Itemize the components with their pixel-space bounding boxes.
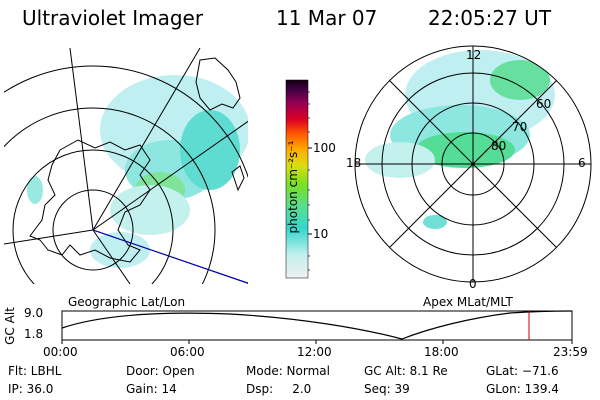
observation-date: 11 Mar 07 bbox=[276, 6, 378, 30]
colorbar-tick-100: 100 bbox=[313, 141, 336, 155]
info-mode: Mode: Normal bbox=[246, 364, 330, 378]
terminator-line bbox=[92, 229, 248, 284]
colorbar-minor-ticks bbox=[308, 91, 310, 271]
time-tick-0000: 00:00 bbox=[43, 345, 78, 359]
time-tick-2359: 23:59 bbox=[553, 345, 588, 359]
colorbar-tick-10: 10 bbox=[313, 227, 329, 241]
geographic-map bbox=[4, 48, 248, 284]
mlat-label-70: 70 bbox=[512, 120, 528, 134]
info-glon: GLon: 139.4 bbox=[486, 382, 559, 396]
observation-time: 22:05:27 UT bbox=[428, 6, 552, 30]
polar-map bbox=[354, 45, 592, 283]
time-tick-1200: 12:00 bbox=[297, 345, 332, 359]
mlt-label-6: 6 bbox=[578, 156, 586, 170]
mlt-label-12: 12 bbox=[466, 48, 482, 62]
time-tick-0600: 06:00 bbox=[170, 345, 205, 359]
lat-circles-left bbox=[4, 65, 248, 284]
mlt-label-18: 18 bbox=[346, 156, 362, 170]
altitude-plot bbox=[61, 310, 573, 344]
australia-coastline bbox=[195, 57, 241, 111]
info-dsp: Dsp: 2.0 bbox=[246, 382, 312, 396]
left-map-caption: Geographic Lat/Lon bbox=[68, 295, 186, 309]
altitude-ytick-min: 1.8 bbox=[24, 327, 44, 341]
info-gc-alt: GC Alt: 8.1 Re bbox=[364, 364, 448, 378]
info-seq: Seq: 39 bbox=[364, 382, 410, 396]
aurora-oval-left bbox=[27, 75, 248, 268]
info-glat: GLat: −71.6 bbox=[486, 364, 559, 378]
altitude-curve bbox=[61, 310, 573, 340]
colorbar-label: photon cm⁻²s⁻¹ bbox=[286, 140, 300, 234]
info-door: Door: Open bbox=[126, 364, 195, 378]
mlat-label-60: 60 bbox=[536, 97, 552, 111]
colorbar bbox=[285, 79, 309, 279]
info-filter: Flt: LBHL bbox=[8, 364, 62, 378]
altitude-ylabel: GC Alt bbox=[3, 307, 17, 345]
altitude-ytick-max: 9.0 bbox=[24, 306, 44, 320]
mlt-label-0: 0 bbox=[469, 277, 477, 291]
time-tick-1800: 18:00 bbox=[424, 345, 459, 359]
mlat-label-80: 80 bbox=[491, 139, 507, 153]
right-map-caption: Apex MLat/MLT bbox=[423, 295, 513, 309]
aurora-oval-right bbox=[365, 50, 555, 229]
page-title: Ultraviolet Imager bbox=[22, 6, 204, 30]
antarctica-coastline bbox=[29, 139, 151, 263]
info-ip: IP: 36.0 bbox=[8, 382, 54, 396]
info-gain: Gain: 14 bbox=[126, 382, 177, 396]
newzealand-coastline bbox=[231, 165, 245, 192]
